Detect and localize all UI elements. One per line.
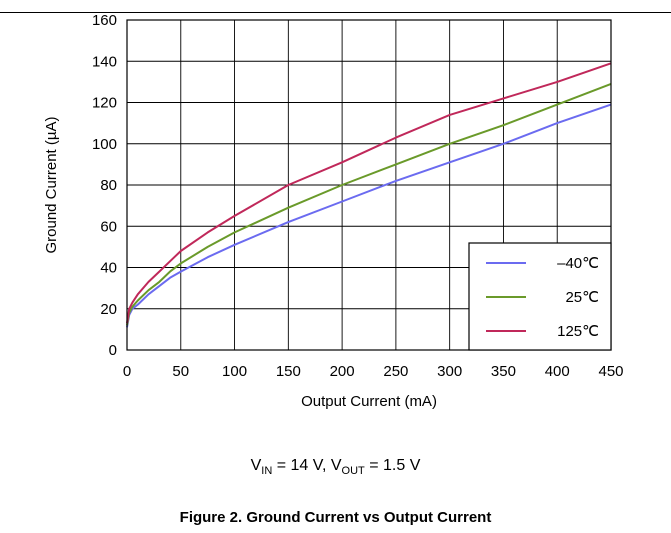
x-tick-label: 200	[330, 363, 355, 380]
y-axis-label: Ground Current (µA)	[43, 116, 60, 253]
x-tick-label: 250	[383, 363, 408, 380]
y-tick-label: 80	[100, 177, 117, 194]
y-tick-label: 160	[92, 12, 117, 29]
y-tick-label: 0	[109, 342, 117, 359]
x-tick-label: 350	[491, 363, 516, 380]
y-tick-label: 60	[100, 218, 117, 235]
legend-label-2: 125℃	[557, 323, 599, 340]
legend-label-1: 25℃	[565, 289, 599, 306]
y-tick-labels: 0 20 40 60 80 100 120 140 160	[92, 12, 117, 359]
y-tick-label: 20	[100, 301, 117, 318]
x-tick-label: 0	[123, 363, 131, 380]
x-tick-label: 450	[598, 363, 623, 380]
legend: –40℃ 25℃ 125℃	[469, 243, 611, 350]
x-tick-labels: 0 50 100 150 200 250 300 350 400 450	[123, 363, 624, 380]
y-tick-label: 140	[92, 53, 117, 70]
y-tick-label: 120	[92, 95, 117, 112]
x-tick-label: 100	[222, 363, 247, 380]
figure-caption: Figure 2. Ground Current vs Output Curre…	[0, 509, 671, 526]
x-tick-label: 300	[437, 363, 462, 380]
test-conditions: VIN = 14 V, VOUT = 1.5 V	[0, 457, 671, 477]
x-tick-label: 400	[545, 363, 570, 380]
x-axis-label: Output Current (mA)	[301, 393, 437, 410]
x-tick-label: 150	[276, 363, 301, 380]
x-tick-label: 50	[172, 363, 189, 380]
legend-label-0: –40℃	[557, 255, 599, 272]
y-tick-label: 40	[100, 260, 117, 277]
y-tick-label: 100	[92, 136, 117, 153]
ground-current-chart: 0 50 100 150 200 250 300 350 400 450 0 20 40 60 80 100…	[0, 0, 671, 440]
